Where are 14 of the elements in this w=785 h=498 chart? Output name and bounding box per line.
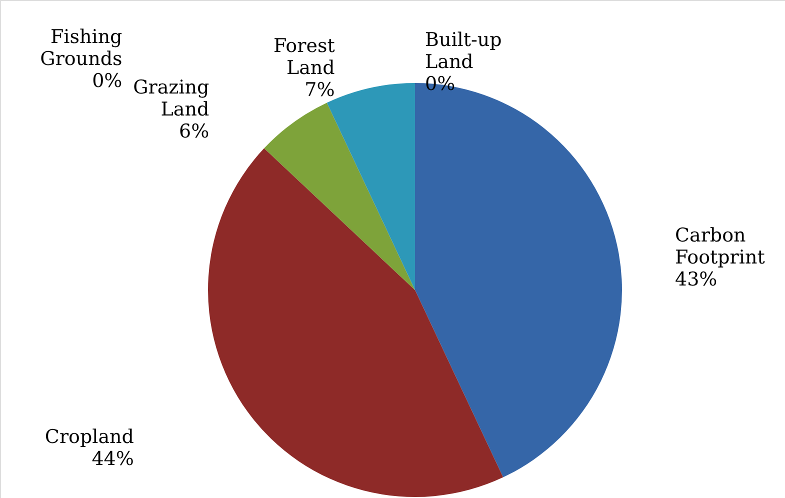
data-label: 44% (92, 448, 134, 470)
pie-slice (208, 148, 504, 497)
data-label: 6% (178, 120, 210, 143)
slice-label: Grazing Land (133, 76, 210, 121)
text: 0% (92, 70, 122, 92)
data-label: 43% (674, 268, 718, 290)
text: 0% (425, 73, 456, 95)
pie-slice (264, 102, 415, 290)
data-label: 7% (304, 79, 335, 102)
slice-label: Carbon Footprint (674, 224, 766, 268)
slice-label: Forest Land (274, 35, 336, 80)
category-label: Built-up Land (425, 29, 502, 73)
slice-label: Cropland (44, 426, 134, 448)
category-label: Fishing Grounds (40, 26, 122, 70)
